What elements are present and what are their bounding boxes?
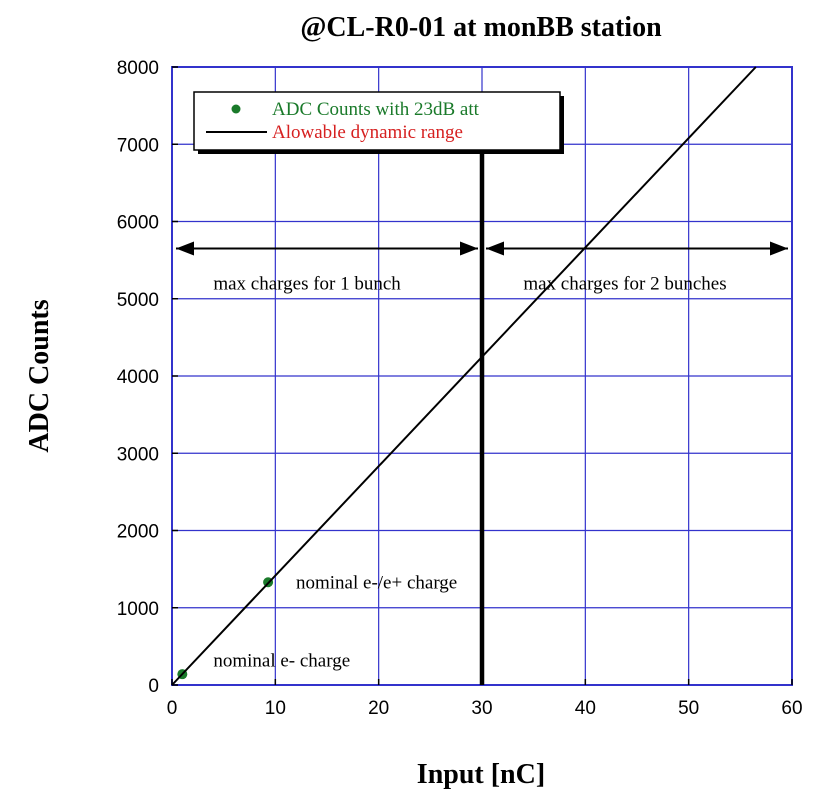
- x-tick-label: 10: [265, 698, 286, 719]
- legend-label-line: Alowable dynamic range: [272, 122, 463, 143]
- range-arrow-head-left: [486, 241, 504, 256]
- annotation-nominal-e: nominal e- charge: [213, 650, 350, 671]
- legend-box: [193, 91, 561, 151]
- y-tick-label: 5000: [117, 290, 159, 311]
- legend-marker-points: [231, 104, 241, 114]
- x-tick-label: 0: [167, 698, 178, 719]
- range-arrow-head-left: [176, 241, 194, 256]
- range-arrow-head-right: [460, 241, 478, 256]
- annotations: nominal e- charge nominal e-/e+ charge max…: [213, 273, 726, 671]
- x-tick-label: 50: [678, 698, 699, 719]
- annotation-two-bunch: max charges for 2 bunches: [523, 273, 726, 294]
- y-tick-label: 8000: [117, 58, 159, 79]
- x-axis-label: Input [nC]: [417, 759, 545, 790]
- annotation-one-bunch: max charges for 1 bunch: [213, 273, 401, 294]
- y-tick-label: 7000: [117, 135, 159, 156]
- x-tick-label: 30: [471, 698, 492, 719]
- legend-label-points: ADC Counts with 23dB att: [272, 99, 480, 120]
- chart-title: @CL-R0-01 at monBB station: [300, 12, 662, 43]
- reference-markers: [176, 124, 788, 685]
- y-tick-label: 6000: [117, 213, 159, 234]
- y-tick-label: 4000: [117, 367, 159, 388]
- y-tick-label: 0: [148, 676, 159, 697]
- series-layer: [171, 66, 757, 686]
- range-arrow-head-right: [770, 241, 788, 256]
- tick-labels: 0 10 20 30 40 50 60 0 1000 2000 3000 4000 5000 6000 70…: [117, 58, 803, 719]
- x-tick-label: 40: [575, 698, 596, 719]
- y-tick-label: 2000: [117, 522, 159, 543]
- series-line-dynamic-range: [171, 66, 757, 686]
- x-tick-label: 60: [781, 698, 802, 719]
- y-tick-label: 3000: [117, 444, 159, 465]
- y-axis-label: ADC Counts: [24, 299, 55, 452]
- y-tick-label: 1000: [117, 599, 159, 620]
- annotation-nominal-ee: nominal e-/e+ charge: [296, 572, 457, 593]
- x-tick-label: 20: [368, 698, 389, 719]
